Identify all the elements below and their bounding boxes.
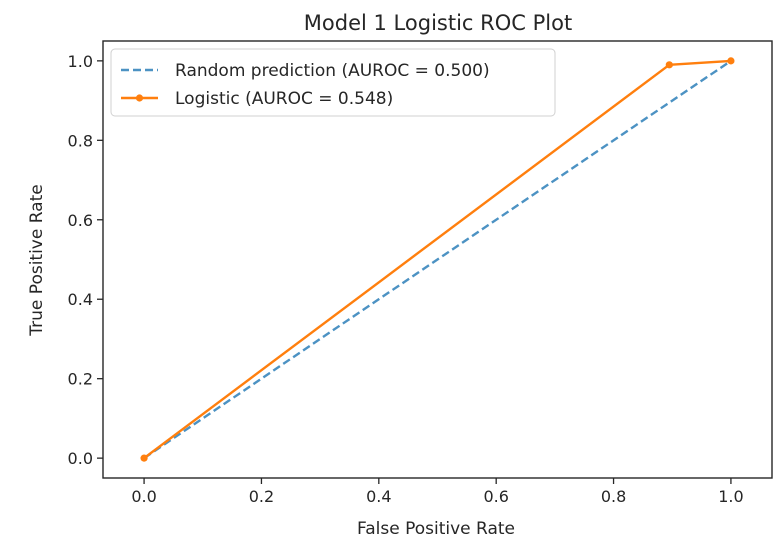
series-line-random bbox=[143, 59, 732, 460]
x-axis-label: False Positive Rate bbox=[357, 519, 515, 539]
legend-label-random: Random prediction (AUROC = 0.500) bbox=[175, 61, 490, 81]
x-tick-label: 0.0 bbox=[131, 487, 156, 506]
y-axis-label: True Positive Rate bbox=[27, 184, 47, 336]
legend-marker-logistic bbox=[135, 94, 144, 102]
data-point-logistic bbox=[665, 61, 673, 69]
x-axis: 0.0 0.2 0.4 0.6 0.8 1.0 bbox=[131, 478, 744, 506]
legend: Random prediction (AUROC = 0.500) Logist… bbox=[110, 48, 556, 117]
x-tick-label: 0.4 bbox=[366, 487, 391, 506]
x-tick-label: 1.0 bbox=[718, 487, 743, 506]
y-tick-label: 0.8 bbox=[68, 131, 93, 150]
x-tick-label: 0.8 bbox=[601, 487, 626, 506]
y-tick-label: 0.2 bbox=[68, 370, 93, 389]
legend-box bbox=[110, 48, 556, 117]
legend-label-logistic: Logistic (AUROC = 0.548) bbox=[175, 89, 393, 109]
y-tick-label: 0.6 bbox=[68, 211, 93, 230]
series-layer bbox=[140, 57, 735, 462]
y-tick-label: 0.0 bbox=[68, 449, 93, 468]
data-point-logistic bbox=[140, 454, 148, 462]
data-point-logistic bbox=[727, 57, 735, 65]
x-tick-label: 0.2 bbox=[249, 487, 274, 506]
y-axis: 0.0 0.2 0.4 0.6 0.8 1.0 bbox=[68, 52, 103, 468]
chart-title: Model 1 Logistic ROC Plot bbox=[304, 11, 572, 35]
y-tick-label: 0.4 bbox=[68, 290, 93, 309]
y-tick-label: 1.0 bbox=[68, 52, 93, 71]
x-tick-label: 0.6 bbox=[483, 487, 508, 506]
